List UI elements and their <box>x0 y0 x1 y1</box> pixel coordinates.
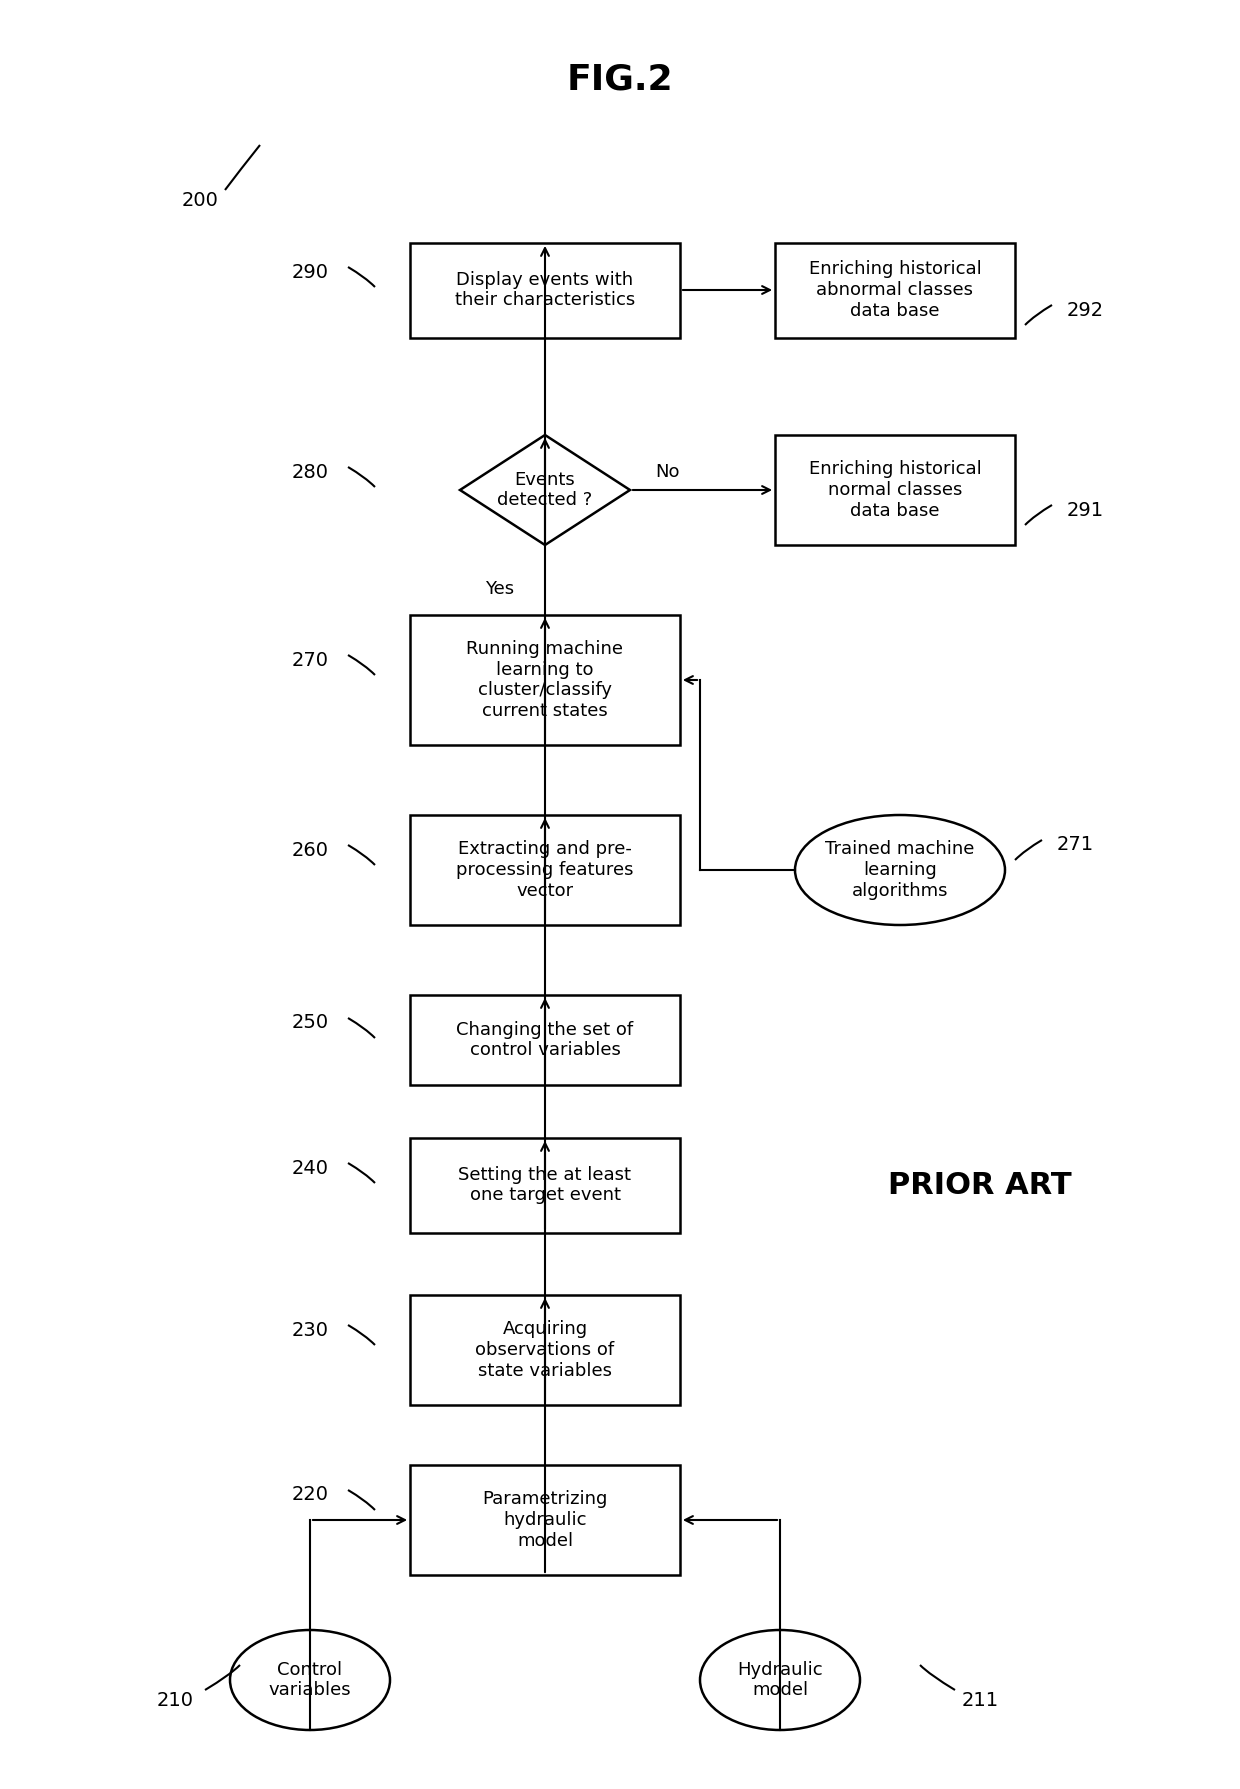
Ellipse shape <box>229 1630 391 1730</box>
Text: Yes: Yes <box>485 580 515 598</box>
FancyBboxPatch shape <box>410 995 680 1084</box>
Ellipse shape <box>701 1630 861 1730</box>
Text: Setting the at least
one target event: Setting the at least one target event <box>459 1166 631 1204</box>
Text: 291: 291 <box>1066 501 1104 519</box>
Text: 211: 211 <box>961 1691 998 1710</box>
Text: 240: 240 <box>291 1159 329 1177</box>
Text: 270: 270 <box>291 651 329 669</box>
Text: Extracting and pre-
processing features
vector: Extracting and pre- processing features … <box>456 841 634 900</box>
Text: Parametrizing
hydraulic
model: Parametrizing hydraulic model <box>482 1490 608 1549</box>
Text: 290: 290 <box>291 263 329 281</box>
Text: Events
detected ?: Events detected ? <box>497 471 593 510</box>
Polygon shape <box>460 435 630 546</box>
Text: 220: 220 <box>291 1485 329 1505</box>
Text: Display events with
their characteristics: Display events with their characteristic… <box>455 270 635 309</box>
FancyBboxPatch shape <box>775 435 1016 546</box>
Text: Enriching historical
abnormal classes
data base: Enriching historical abnormal classes da… <box>808 259 981 320</box>
Text: Trained machine
learning
algorithms: Trained machine learning algorithms <box>826 841 975 900</box>
Text: 271: 271 <box>1056 835 1094 855</box>
Text: 210: 210 <box>156 1691 193 1710</box>
Text: 230: 230 <box>291 1320 329 1340</box>
FancyBboxPatch shape <box>410 1138 680 1233</box>
FancyBboxPatch shape <box>410 615 680 744</box>
Text: FIG.2: FIG.2 <box>567 63 673 97</box>
FancyBboxPatch shape <box>775 243 1016 338</box>
Text: Running machine
learning to
cluster/classify
current states: Running machine learning to cluster/clas… <box>466 640 624 721</box>
Text: Changing the set of
control variables: Changing the set of control variables <box>456 1020 634 1059</box>
Text: 200: 200 <box>181 190 218 209</box>
Text: Acquiring
observations of
state variables: Acquiring observations of state variable… <box>475 1320 615 1379</box>
FancyBboxPatch shape <box>410 1295 680 1404</box>
FancyBboxPatch shape <box>410 1465 680 1574</box>
FancyBboxPatch shape <box>410 816 680 925</box>
Text: No: No <box>655 463 680 481</box>
Text: 280: 280 <box>291 463 329 481</box>
FancyBboxPatch shape <box>410 243 680 338</box>
Text: Enriching historical
normal classes
data base: Enriching historical normal classes data… <box>808 460 981 521</box>
Text: Hydraulic
model: Hydraulic model <box>738 1660 823 1700</box>
Text: 292: 292 <box>1066 301 1104 320</box>
Text: 250: 250 <box>291 1014 329 1032</box>
Ellipse shape <box>795 816 1004 925</box>
Text: 260: 260 <box>291 841 329 859</box>
Text: Control
variables: Control variables <box>269 1660 351 1700</box>
Text: PRIOR ART: PRIOR ART <box>888 1170 1071 1199</box>
